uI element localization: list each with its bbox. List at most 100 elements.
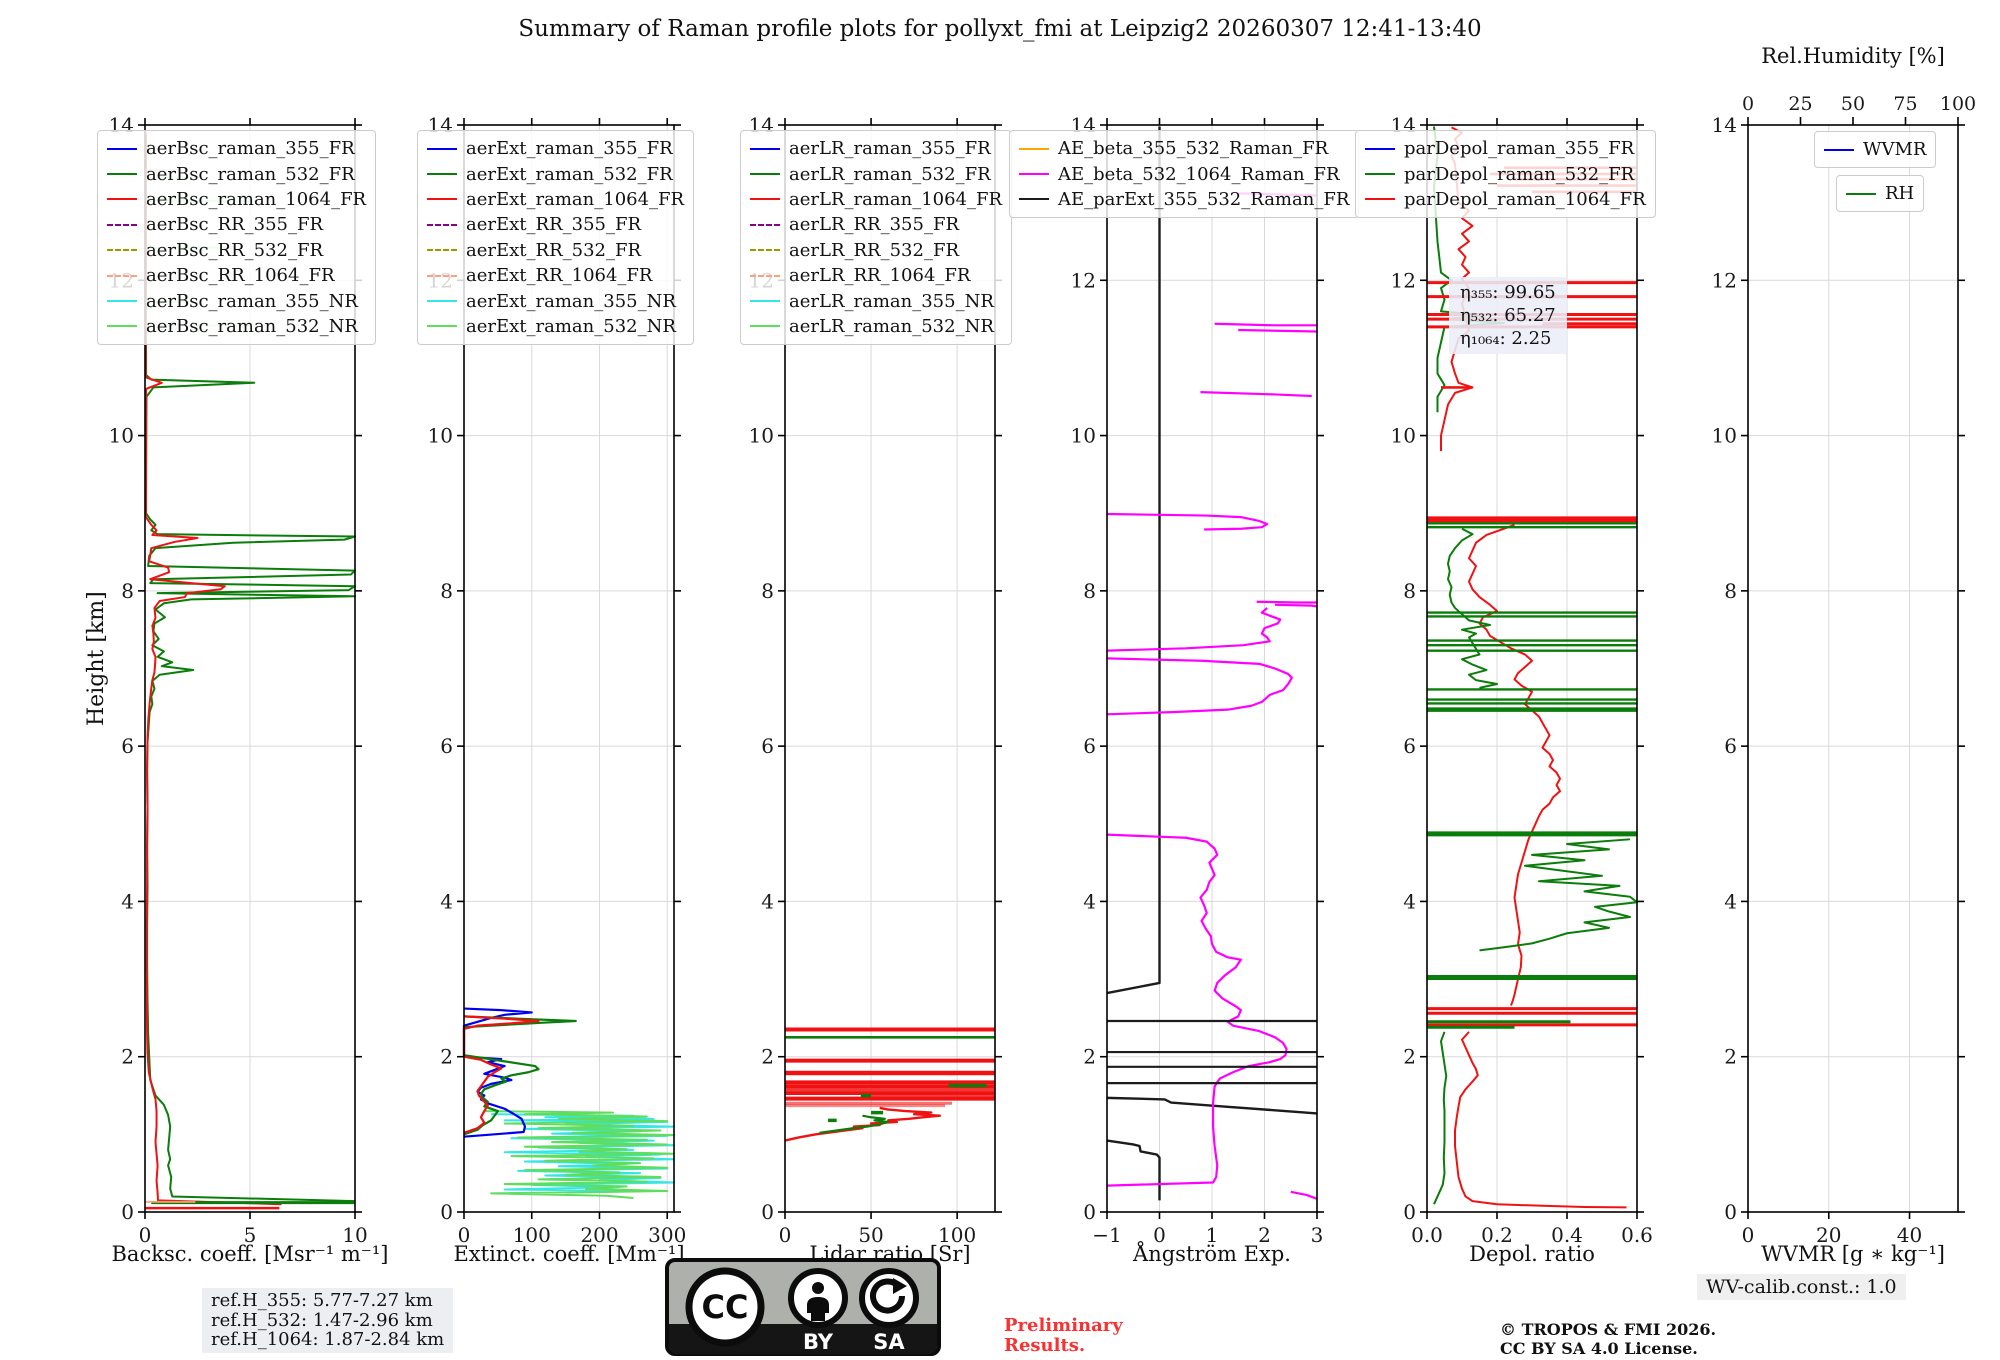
y-tick-label: 8 bbox=[761, 579, 774, 603]
legend-item: aerBsc_raman_355_NR bbox=[107, 288, 366, 313]
x-tick-label: 3 bbox=[1311, 1223, 1324, 1247]
y-tick-label: 6 bbox=[1083, 734, 1096, 758]
legend-item: parDepol_raman_532_FR bbox=[1365, 161, 1646, 186]
x-axis-label-wvmr: WVMR [g ∗ kg⁻¹] bbox=[1761, 1242, 1945, 1266]
legend-item: aerExt_raman_355_FR bbox=[427, 136, 684, 161]
legend-label: aerLR_raman_1064_FR bbox=[789, 188, 1003, 210]
legend-line-sample-icon bbox=[1019, 147, 1049, 150]
legend-label: AE_beta_355_532_Raman_FR bbox=[1058, 138, 1329, 160]
x-tick-label: 0 bbox=[1742, 1223, 1755, 1247]
rh-top-tick-label: 0 bbox=[1742, 93, 1754, 115]
y-tick-label: 2 bbox=[1724, 1045, 1737, 1069]
legend-line-sample-icon bbox=[750, 249, 780, 252]
legend-line-sample-icon bbox=[427, 274, 457, 277]
legend-item: WVMR bbox=[1824, 137, 1926, 162]
x-axis-label-angstroem: Ångström Exp. bbox=[1133, 1242, 1291, 1266]
legend-line-sample-icon bbox=[1019, 198, 1049, 201]
rh-top-tick-label: 50 bbox=[1841, 93, 1865, 115]
legend-line-sample-icon bbox=[750, 198, 780, 201]
y-tick-label: 4 bbox=[440, 889, 453, 913]
y-tick-label: 8 bbox=[1724, 579, 1737, 603]
y-tick-label: 8 bbox=[121, 579, 134, 603]
legend-item: aerExt_raman_1064_FR bbox=[427, 187, 684, 212]
y-tick-label: 4 bbox=[1083, 889, 1096, 913]
y-tick-label: 6 bbox=[1724, 734, 1737, 758]
y-tick-label: 0 bbox=[1083, 1200, 1096, 1224]
legend-label: aerBsc_RR_1064_FR bbox=[146, 265, 335, 287]
eta-355: η₃₅₅: 99.65 bbox=[1460, 282, 1556, 303]
rh-top-tick-label: 25 bbox=[1788, 93, 1812, 115]
x-tick-label: 0 bbox=[779, 1223, 792, 1247]
copyright-note: © TROPOS & FMI 2026. CC BY SA 4.0 Licens… bbox=[1500, 1320, 1717, 1358]
x-tick-label: 5 bbox=[244, 1223, 257, 1247]
y-tick-label: 10 bbox=[1071, 424, 1096, 448]
y-tick-label: 10 bbox=[109, 424, 134, 448]
legend-item: aerExt_RR_355_FR bbox=[427, 212, 684, 237]
legend-item: aerExt_RR_1064_FR bbox=[427, 263, 684, 288]
legend-item: aerLR_RR_355_FR bbox=[750, 212, 1002, 237]
legend-label: aerLR_RR_355_FR bbox=[789, 214, 959, 236]
legend-item: aerLR_raman_355_FR bbox=[750, 136, 1002, 161]
y-tick-label: 0 bbox=[440, 1200, 453, 1224]
legend-label: AE_beta_532_1064_Raman_FR bbox=[1058, 163, 1340, 185]
y-tick-label: 2 bbox=[440, 1045, 453, 1069]
legend-label: aerExt_RR_1064_FR bbox=[466, 265, 653, 287]
y-tick-label: 8 bbox=[1083, 579, 1096, 603]
wv-calib-const: WV-calib.const.: 1.0 bbox=[1697, 1274, 1906, 1300]
y-tick-label: 0 bbox=[121, 1200, 134, 1224]
legend-line-sample-icon bbox=[107, 300, 137, 303]
legend-line-sample-icon bbox=[427, 300, 457, 303]
legend-line-sample-icon bbox=[427, 249, 457, 252]
y-tick-label: 12 bbox=[1712, 268, 1737, 292]
legend-label: aerExt_RR_532_FR bbox=[466, 239, 642, 261]
x-tick-label: 0 bbox=[139, 1223, 152, 1247]
legend-panel-angstroem: AE_beta_355_532_Raman_FR AE_beta_532_1064… bbox=[1009, 130, 1360, 219]
legend-line-sample-icon bbox=[750, 300, 780, 303]
legend-label: parDepol_raman_355_FR bbox=[1404, 138, 1635, 160]
y-tick-label: 0 bbox=[1403, 1200, 1416, 1224]
legend-label: aerBsc_raman_355_NR bbox=[146, 290, 358, 312]
x-tick-label: 200 bbox=[580, 1223, 618, 1247]
ref-h-355: ref.H_355: 5.77-7.27 km bbox=[211, 1290, 433, 1311]
legend-label: aerBsc_raman_532_NR bbox=[146, 315, 358, 337]
x-tick-label: 100 bbox=[938, 1223, 976, 1247]
legend-item: aerBsc_raman_1064_FR bbox=[107, 187, 366, 212]
legend-item: aerExt_raman_532_NR bbox=[427, 314, 684, 339]
x-axis-label-depol: Depol. ratio bbox=[1469, 1242, 1595, 1266]
legend-line-sample-icon bbox=[750, 147, 780, 150]
eta-annotation: η₃₅₅: 99.65 η₅₃₂: 65.27 η₁₀₆₄: 2.25 bbox=[1449, 277, 1567, 354]
cc-by-text: BY bbox=[803, 1330, 834, 1354]
x-tick-label: 1 bbox=[1206, 1223, 1219, 1247]
legend-label: aerLR_raman_355_NR bbox=[789, 290, 994, 312]
x-tick-label: 300 bbox=[648, 1223, 686, 1247]
y-tick-label: 6 bbox=[761, 734, 774, 758]
legend-line-sample-icon bbox=[107, 249, 137, 252]
x-tick-label: 10 bbox=[342, 1223, 367, 1247]
legend-label: aerLR_RR_532_FR bbox=[789, 239, 959, 261]
legend-line-sample-icon bbox=[107, 274, 137, 277]
x-tick-label: 0.4 bbox=[1551, 1223, 1583, 1247]
legend-item: AE_beta_355_532_Raman_FR bbox=[1019, 136, 1349, 161]
legend-line-sample-icon bbox=[427, 147, 457, 150]
legend-label: aerExt_raman_1064_FR bbox=[466, 188, 685, 210]
x-tick-label: 0.0 bbox=[1411, 1223, 1443, 1247]
legend-item: RH bbox=[1846, 181, 1914, 206]
legend-line-sample-icon bbox=[750, 325, 780, 328]
legend-label: aerLR_raman_532_NR bbox=[789, 315, 994, 337]
y-tick-label: 10 bbox=[749, 424, 774, 448]
x-tick-label: 50 bbox=[858, 1223, 883, 1247]
y-tick-label: 4 bbox=[1724, 889, 1737, 913]
legend-line-sample-icon bbox=[1365, 147, 1395, 150]
ref-h-532: ref.H_532: 1.47-2.96 km bbox=[211, 1309, 433, 1331]
y-tick-label: 0 bbox=[1724, 1200, 1737, 1224]
legend-line-sample-icon bbox=[107, 223, 137, 226]
y-tick-label: 2 bbox=[1083, 1045, 1096, 1069]
legend-panel-backscatter: aerBsc_raman_355_FR aerBsc_raman_532_FR ae… bbox=[97, 130, 377, 346]
legend-panel-depolarization: parDepol_raman_355_FR parDepol_raman_532_… bbox=[1355, 130, 1656, 219]
preliminary-results-note: Preliminary Results. bbox=[1004, 1315, 1123, 1356]
legend-label: aerExt_RR_355_FR bbox=[466, 214, 642, 236]
y-tick-label: 14 bbox=[1712, 113, 1737, 137]
legend-label: aerLR_raman_532_FR bbox=[789, 163, 991, 185]
